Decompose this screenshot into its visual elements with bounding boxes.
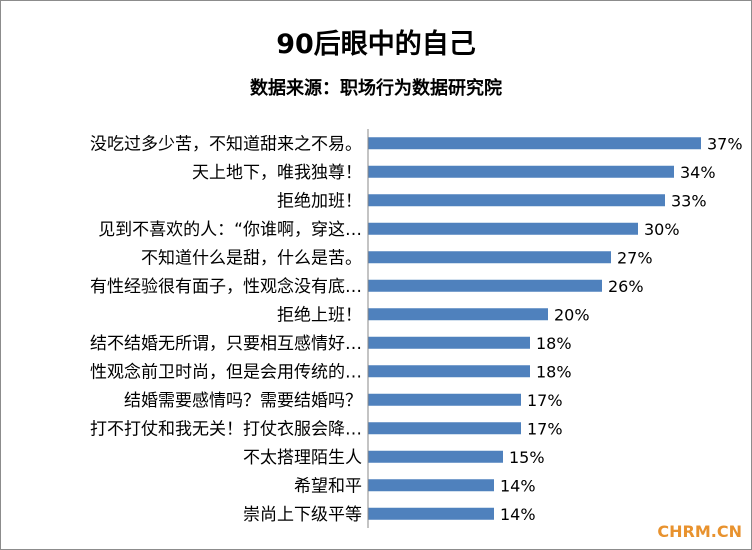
category-label: 结婚需要感情吗？需要结婚吗？ bbox=[124, 391, 362, 411]
bar-series: 没吃过多少苦，不知道甜来之不易。 37% 天上地下，唯我独尊！ 34% 拒绝加班！ 33%… bbox=[90, 134, 743, 525]
category-label: 不知道什么是甜，什么是苦。 bbox=[141, 248, 362, 268]
data-label: 37% bbox=[707, 134, 743, 153]
watermark-text: CHRM.CN bbox=[657, 522, 742, 541]
chart-subtitle: 数据来源：职场行为数据研究院 bbox=[250, 77, 502, 99]
data-label: 27% bbox=[617, 248, 653, 267]
category-label: 天上地下，唯我独尊！ bbox=[192, 163, 362, 183]
category-label: 性观念前卫时尚，但是会用传统的… bbox=[90, 361, 362, 382]
chart-title: 90后眼中的自己 bbox=[276, 28, 476, 60]
data-label: 14% bbox=[500, 476, 536, 495]
data-label: 18% bbox=[536, 362, 572, 381]
category-label: 见到不喜欢的人：“你谁啊，穿这… bbox=[98, 220, 362, 240]
bar bbox=[368, 222, 638, 235]
category-label: 有性经验很有面子，性观念没有底… bbox=[90, 276, 362, 297]
data-label: 20% bbox=[554, 305, 590, 324]
data-label: 33% bbox=[671, 191, 707, 210]
category-label: 拒绝加班！ bbox=[277, 191, 362, 211]
bar bbox=[368, 365, 530, 378]
bar bbox=[368, 194, 665, 207]
bar bbox=[368, 165, 674, 178]
data-label: 17% bbox=[527, 419, 563, 438]
bar bbox=[368, 336, 530, 349]
category-label: 不太搭理陌生人 bbox=[243, 448, 362, 468]
data-label: 15% bbox=[509, 448, 545, 467]
bar bbox=[368, 507, 494, 520]
bar bbox=[368, 450, 503, 463]
data-label: 30% bbox=[644, 220, 680, 239]
data-label: 17% bbox=[527, 391, 563, 410]
bar bbox=[368, 137, 701, 150]
category-label: 崇尚上下级平等 bbox=[243, 505, 362, 525]
bar bbox=[368, 422, 521, 435]
data-label: 34% bbox=[680, 163, 716, 182]
category-label: 打不打仗和我无关！打仗衣服会降… bbox=[90, 419, 362, 439]
data-label: 14% bbox=[500, 505, 536, 524]
bar bbox=[368, 479, 494, 492]
bar bbox=[368, 251, 611, 264]
category-label: 希望和平 bbox=[294, 476, 362, 496]
category-label: 拒绝上班！ bbox=[277, 305, 362, 325]
data-label: 26% bbox=[608, 277, 644, 296]
category-label: 没吃过多少苦，不知道甜来之不易。 bbox=[90, 134, 362, 154]
bar bbox=[368, 393, 521, 406]
bar bbox=[368, 308, 548, 321]
data-label: 18% bbox=[536, 334, 572, 353]
category-label: 结不结婚无所谓，只要相互感情好… bbox=[90, 334, 362, 354]
bar bbox=[368, 279, 602, 292]
